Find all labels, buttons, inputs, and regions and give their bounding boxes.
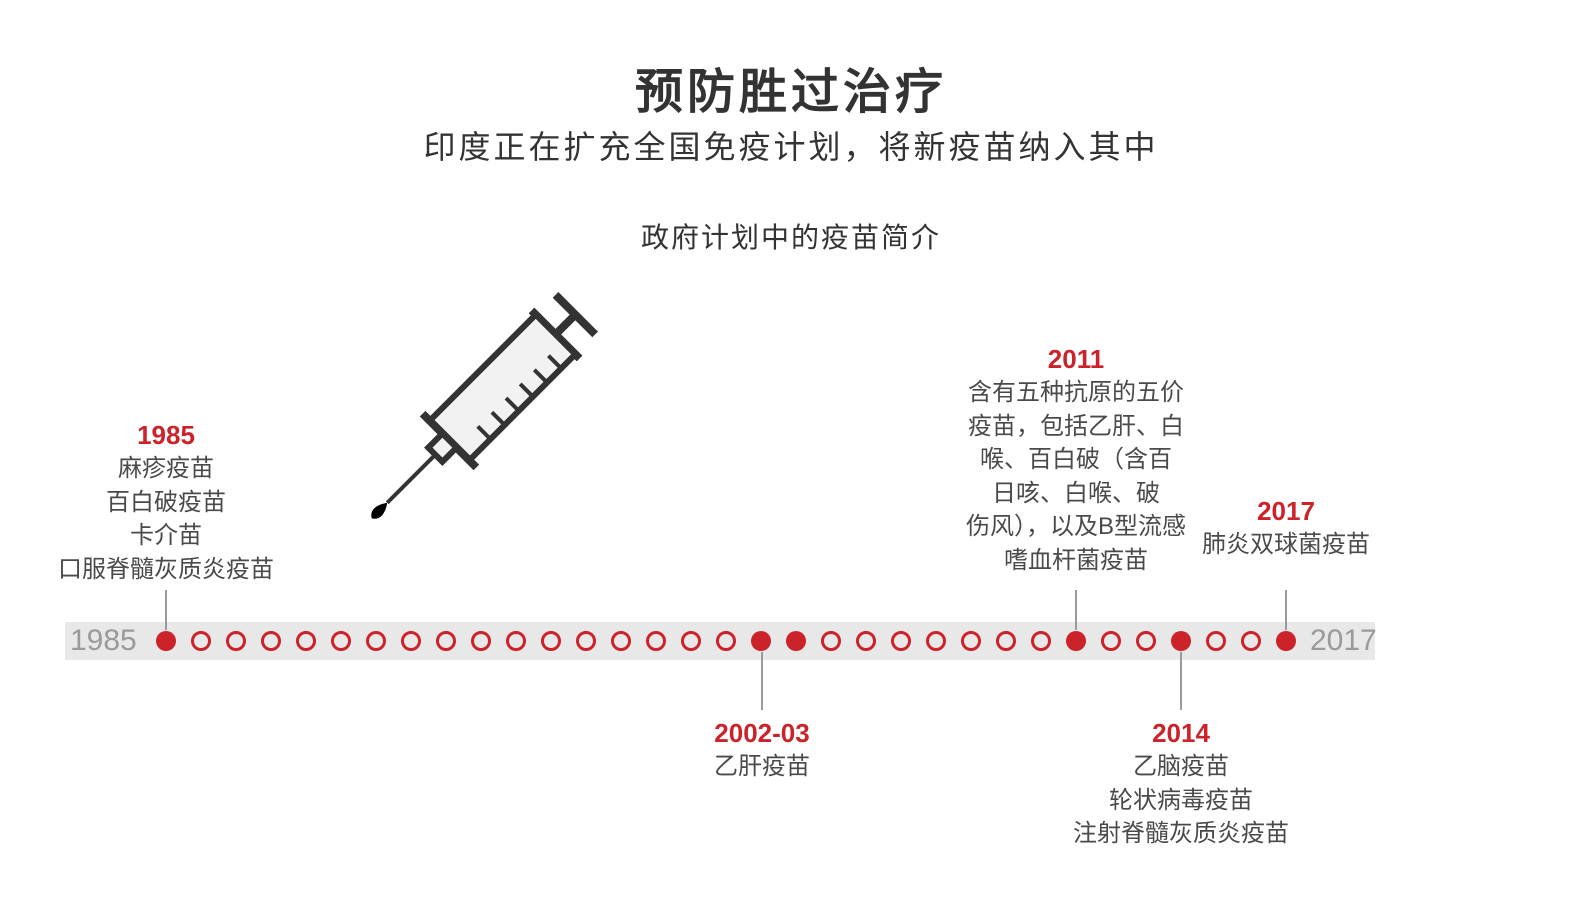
timeline-dot-2012 xyxy=(1101,631,1121,651)
timeline-dot-1995 xyxy=(506,631,526,651)
timeline-dot-1988 xyxy=(261,631,281,651)
timeline-dot-2010 xyxy=(1031,631,1051,651)
timeline-dot-1987 xyxy=(226,631,246,651)
timeline-dot-2011 xyxy=(1066,631,1086,651)
timeline-dot-1996 xyxy=(541,631,561,651)
timeline-dot-2002 xyxy=(751,631,771,651)
timeline-dot-2016 xyxy=(1241,631,1261,651)
timeline-dot-2006 xyxy=(891,631,911,651)
subtitle: 印度正在扩充全国免疫计划，将新疫苗纳入其中 xyxy=(0,122,1582,168)
timeline-start-label: 1985 xyxy=(70,624,137,658)
event-year-e2002: 2002-03 xyxy=(662,718,862,749)
section-title: 政府计划中的疫苗简介 xyxy=(0,216,1582,256)
event-text-e2014: 乙脑疫苗轮状病毒疫苗注射脊髓灰质炎疫苗 xyxy=(1041,750,1321,851)
timeline-dot-1999 xyxy=(646,631,666,651)
timeline-dot-2015 xyxy=(1206,631,1226,651)
timeline-dot-1998 xyxy=(611,631,631,651)
event-year-e2014: 2014 xyxy=(1041,718,1321,749)
timeline-dot-1994 xyxy=(471,631,491,651)
timeline-dot-2017 xyxy=(1276,631,1296,651)
timeline-dot-2007 xyxy=(926,631,946,651)
timeline-dot-1993 xyxy=(436,631,456,651)
syringe-icon xyxy=(322,278,642,543)
timeline-dot-1985 xyxy=(156,631,176,651)
timeline-dot-2001 xyxy=(716,631,736,651)
event-line-e1985 xyxy=(165,590,167,630)
event-year-e2011: 2011 xyxy=(926,344,1226,375)
main-title: 预防胜过治疗 xyxy=(0,52,1582,122)
timeline-dot-2000 xyxy=(681,631,701,651)
event-year-e2017: 2017 xyxy=(1176,496,1396,527)
event-text-e1985: 麻疹疫苗百白破疫苗卡介苗口服脊髓灰质炎疫苗 xyxy=(36,452,296,586)
event-year-e1985: 1985 xyxy=(36,420,296,451)
event-line-e2014 xyxy=(1180,652,1182,710)
timeline-dot-1991 xyxy=(366,631,386,651)
timeline-dot-2009 xyxy=(996,631,1016,651)
timeline-dot-1997 xyxy=(576,631,596,651)
timeline-dot-1986 xyxy=(191,631,211,651)
timeline-dot-1990 xyxy=(331,631,351,651)
timeline-end-label: 2017 xyxy=(1310,624,1377,658)
timeline-dot-2003 xyxy=(786,631,806,651)
timeline-dot-2005 xyxy=(856,631,876,651)
timeline-dot-2004 xyxy=(821,631,841,651)
event-text-e2002: 乙肝疫苗 xyxy=(662,750,862,784)
timeline-dot-1992 xyxy=(401,631,421,651)
event-line-e2002 xyxy=(761,652,763,710)
timeline-dot-2013 xyxy=(1136,631,1156,651)
event-line-e2017 xyxy=(1285,590,1287,630)
event-text-e2017: 肺炎双球菌疫苗 xyxy=(1176,528,1396,562)
timeline-dot-1989 xyxy=(296,631,316,651)
timeline-dot-2014 xyxy=(1171,631,1191,651)
event-line-e2011 xyxy=(1075,590,1077,630)
timeline-dot-2008 xyxy=(961,631,981,651)
